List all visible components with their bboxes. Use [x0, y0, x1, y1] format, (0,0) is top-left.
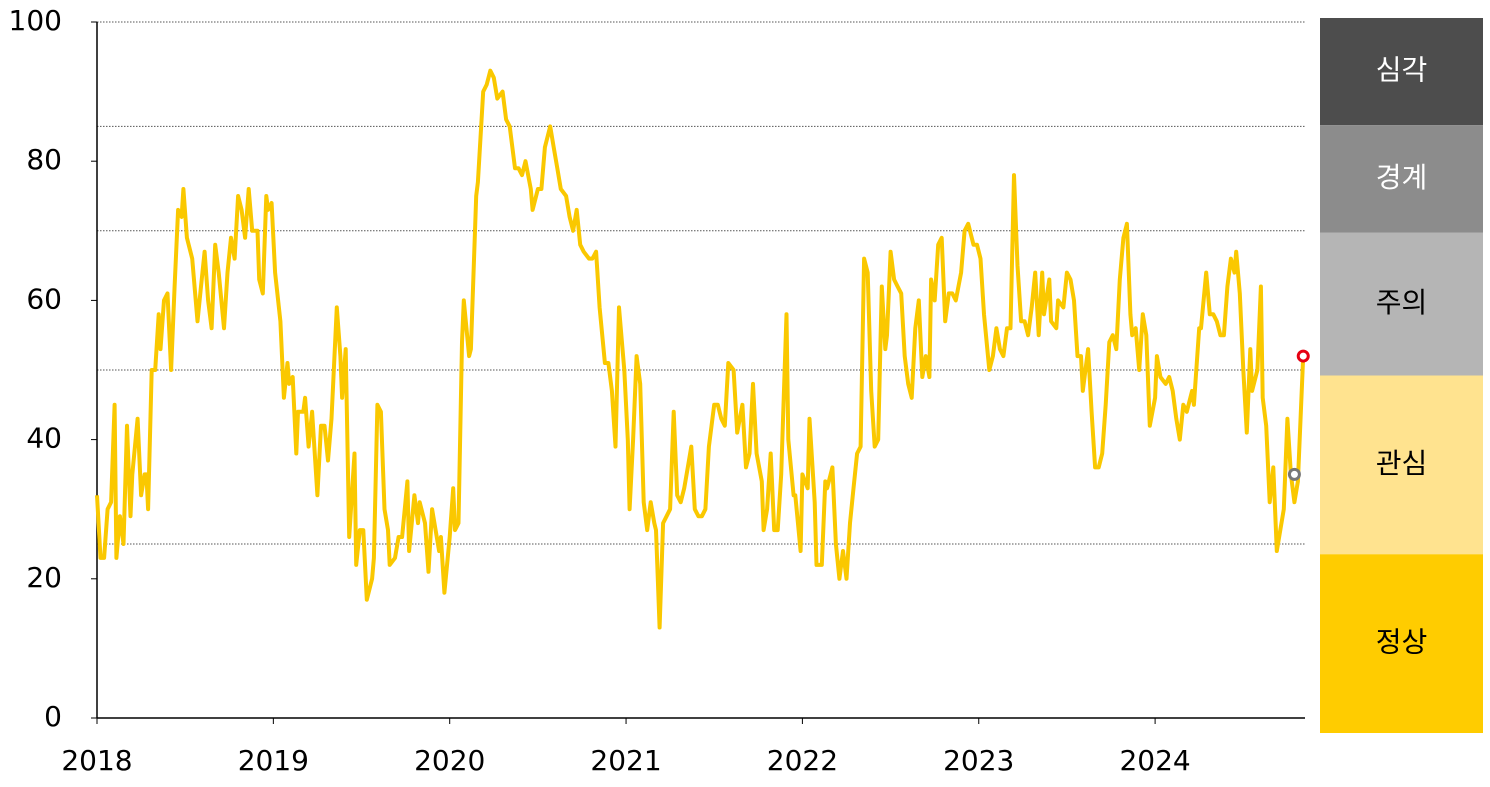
y-tick-label: 20	[26, 561, 62, 594]
x-tick-label: 2022	[767, 744, 838, 777]
marker	[1296, 349, 1310, 363]
x-tick-label: 2023	[943, 744, 1014, 777]
x-tick-label: 2018	[61, 744, 132, 777]
y-tick-label: 100	[9, 4, 62, 37]
x-tick-label: 2020	[414, 744, 485, 777]
x-tick-label: 2021	[590, 744, 661, 777]
y-tick-label: 80	[26, 143, 62, 176]
y-tick-label: 60	[26, 282, 62, 315]
band-label: 주의	[1376, 286, 1428, 319]
band	[1320, 375, 1483, 555]
y-tick-label: 0	[44, 700, 62, 733]
band	[1320, 554, 1483, 733]
x-tick-label: 2019	[238, 744, 309, 777]
band	[1320, 125, 1483, 233]
band	[1320, 232, 1483, 376]
band-label: 경계	[1376, 161, 1428, 194]
band-label: 정상	[1376, 626, 1428, 659]
band	[1320, 18, 1483, 126]
marker	[1287, 467, 1301, 481]
band-label: 관심	[1376, 447, 1428, 480]
series-line	[95, 68, 1306, 630]
y-tick-label: 40	[26, 422, 62, 455]
x-tick-label: 2024	[1119, 744, 1190, 777]
band-label: 심각	[1376, 54, 1428, 87]
